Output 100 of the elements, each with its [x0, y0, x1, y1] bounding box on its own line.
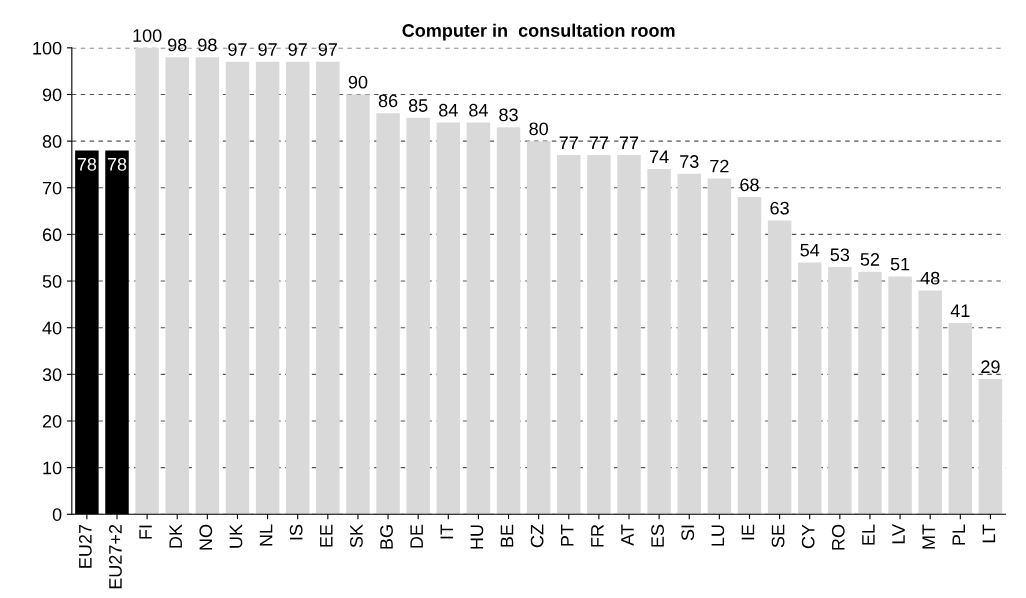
bar	[316, 61, 340, 515]
bar	[617, 155, 641, 515]
x-tick-label: CZ	[530, 524, 544, 548]
bar	[647, 169, 671, 515]
data-label: 85	[408, 99, 428, 112]
y-tick-label: 70	[42, 181, 62, 195]
data-label: 52	[860, 253, 880, 266]
x-tick-label: PL	[952, 524, 965, 545]
x-tick-label: FR	[591, 524, 604, 547]
bar	[948, 323, 973, 515]
data-label: 83	[499, 108, 518, 122]
data-label: 72	[710, 159, 729, 173]
bar	[797, 262, 822, 515]
x-tick-label: SK	[350, 524, 363, 548]
bar	[346, 94, 370, 515]
x-tick-label: UK	[229, 524, 243, 548]
y-tick-label: 80	[42, 135, 62, 148]
x-tick-label: PT	[561, 524, 574, 546]
x-tick-label: DE	[410, 524, 423, 548]
x-tick-label: BE	[500, 524, 514, 547]
x-tick-label: IS	[289, 524, 303, 540]
data-label: 77	[619, 136, 639, 150]
y-tick-label: 90	[42, 88, 62, 102]
x-tick-label: MT	[922, 524, 935, 549]
data-label: 68	[740, 178, 759, 192]
data-label: 97	[318, 43, 337, 56]
bar	[918, 290, 942, 515]
chart-title: Computer in consultation room	[402, 23, 675, 41]
y-tick-label: 30	[42, 368, 62, 382]
data-label: 74	[650, 150, 669, 164]
bar	[828, 267, 852, 515]
bar	[978, 379, 1003, 515]
bar	[557, 155, 581, 515]
data-label: 48	[920, 271, 940, 285]
y-tick-label: 100	[33, 41, 62, 55]
data-label: 84	[439, 103, 458, 117]
bar	[165, 57, 189, 515]
x-tick-label: IE	[741, 524, 755, 540]
x-tick-label: SI	[681, 525, 695, 541]
x-tick-label: EU27+2	[109, 524, 122, 589]
x-tick-label: EU27	[78, 524, 92, 568]
data-label: 78	[77, 157, 97, 171]
bar	[737, 197, 762, 515]
bar	[496, 127, 521, 515]
data-label: 90	[348, 75, 368, 89]
x-tick-label: EE	[320, 524, 333, 547]
data-label: 97	[288, 43, 307, 56]
bar	[406, 117, 430, 515]
y-tick-label: 0	[52, 508, 62, 521]
x-tick-label: HU	[470, 525, 484, 549]
data-label: 29	[981, 360, 1000, 374]
bar	[526, 141, 551, 515]
data-label: 53	[830, 248, 850, 262]
bar	[255, 61, 280, 515]
data-label: 73	[680, 155, 699, 168]
x-tick-label: AT	[621, 524, 634, 546]
x-tick-label: RO	[831, 524, 845, 550]
y-tick-label: 50	[42, 274, 62, 288]
bar	[285, 61, 310, 515]
data-label: 77	[559, 136, 578, 150]
y-tick-label: 10	[43, 461, 62, 475]
x-tick-label: IT	[440, 524, 453, 539]
bar	[376, 113, 400, 515]
data-label: 86	[378, 94, 398, 108]
bar	[767, 220, 792, 515]
bar	[466, 122, 491, 515]
bar	[195, 57, 220, 515]
data-label: 97	[258, 43, 277, 56]
y-tick-label: 40	[42, 321, 62, 335]
x-tick-label: NL	[259, 524, 273, 546]
x-tick-label: SE	[771, 524, 785, 548]
bar	[587, 155, 611, 515]
x-tick-label: BG	[380, 525, 393, 549]
bar	[888, 276, 912, 515]
x-tick-label: EL	[862, 524, 875, 545]
x-tick-label: ES	[651, 524, 664, 547]
x-tick-label: LU	[711, 525, 725, 546]
data-label: 84	[469, 103, 488, 117]
data-label: 98	[168, 38, 187, 52]
data-label: 54	[800, 243, 820, 257]
data-label: 100	[133, 29, 162, 42]
x-tick-label: DK	[169, 524, 182, 548]
data-label: 51	[890, 257, 910, 271]
x-tick-label: CY	[801, 524, 815, 549]
bar	[707, 178, 732, 515]
data-label: 80	[529, 122, 548, 136]
data-label: 97	[228, 43, 247, 56]
bar	[135, 47, 159, 515]
x-tick-label: LT	[982, 524, 996, 543]
bar	[677, 173, 701, 515]
x-tick-label: LV	[892, 524, 905, 544]
y-tick-label: 20	[42, 414, 62, 428]
data-label: 77	[589, 136, 609, 150]
bar	[225, 61, 250, 515]
y-tick-label: 60	[42, 228, 62, 242]
x-tick-label: NO	[199, 524, 213, 550]
x-tick-label: FI	[139, 525, 152, 539]
bar	[858, 271, 882, 515]
data-label: 63	[770, 201, 789, 215]
data-label: 78	[107, 157, 127, 171]
